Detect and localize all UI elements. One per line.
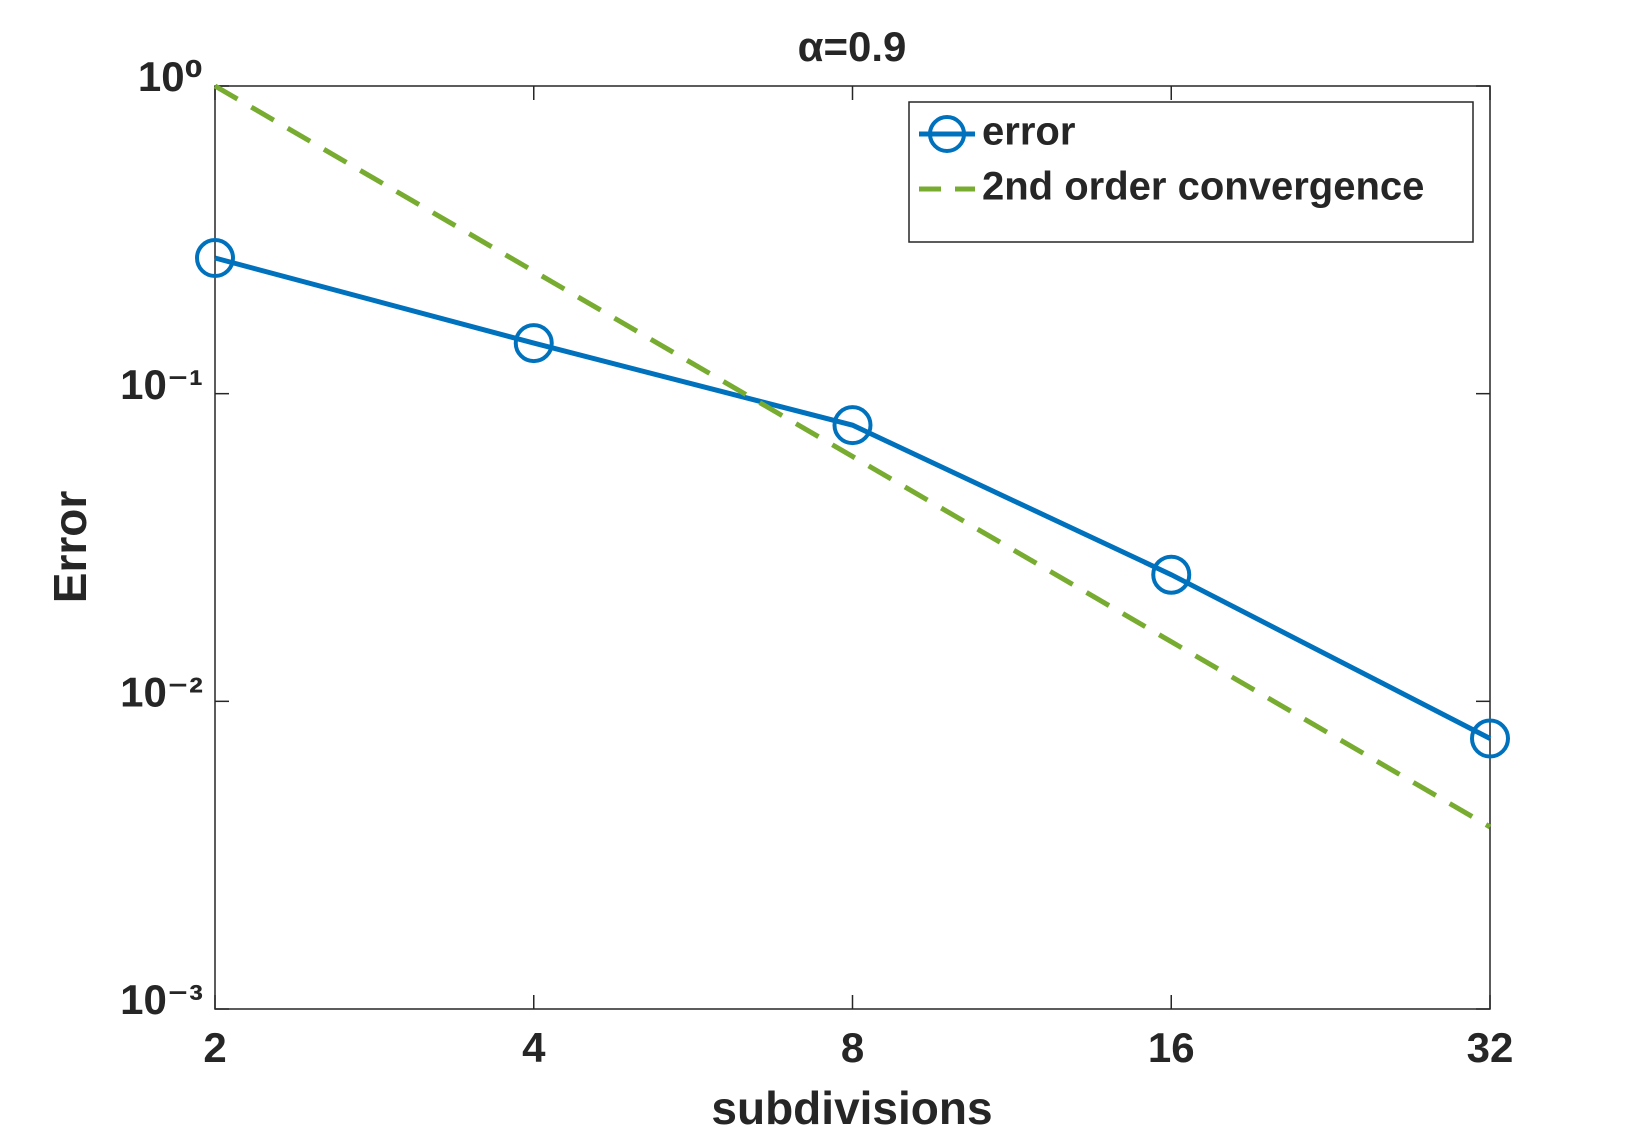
y-tick-label: 10⁰: [138, 53, 203, 100]
y-tick-label: 10⁻¹: [120, 361, 203, 408]
chart-title: α=0.9: [798, 23, 907, 70]
legend-label: 2nd order convergence: [982, 165, 1424, 209]
series-line: [213, 83, 1492, 830]
x-tick-label: 16: [1148, 1024, 1195, 1071]
marker: [1151, 554, 1192, 595]
y-tick-label: 10⁻²: [120, 668, 203, 715]
y-axis-label: Error: [44, 491, 96, 604]
x-tick-label: 2: [203, 1024, 226, 1071]
legend-box: [908, 101, 1474, 243]
y-tick-label: 10⁻³: [120, 976, 203, 1023]
marker: [195, 238, 235, 279]
series-line: [214, 255, 1492, 741]
legend-label: error: [982, 110, 1075, 154]
legend: error 2nd order convergence: [908, 101, 1474, 243]
x-tick-label: 8: [841, 1024, 864, 1071]
marker: [1470, 718, 1510, 759]
legend-marker: [928, 115, 966, 153]
x-tick-label: 32: [1467, 1024, 1514, 1071]
marker: [513, 323, 554, 364]
x-axis-label: subdivisions: [711, 1082, 992, 1134]
x-tick-label: 4: [522, 1024, 546, 1071]
marker: [832, 405, 873, 446]
